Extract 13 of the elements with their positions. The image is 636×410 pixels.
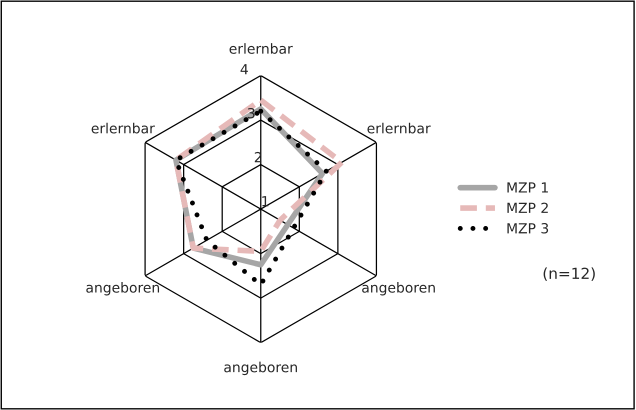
y-tick-label: 1: [262, 196, 268, 206]
spoke-label: erlernbar: [230, 43, 293, 54]
legend-label: MZP 1: [507, 182, 548, 193]
legend-label: MZP 2: [507, 202, 548, 213]
legend-label: MZP 3: [507, 223, 548, 234]
y-tick-label: 4: [240, 64, 248, 74]
spoke-label: angeboren: [224, 362, 297, 376]
spoke-label: angeboren: [362, 282, 435, 296]
spoke-label: angeboren: [86, 282, 160, 296]
spoke-label: erlernbar: [92, 122, 155, 134]
y-tick-label: 3: [248, 108, 255, 118]
spoke-label: erlernbar: [367, 122, 431, 134]
text: (n=12): [544, 267, 595, 281]
